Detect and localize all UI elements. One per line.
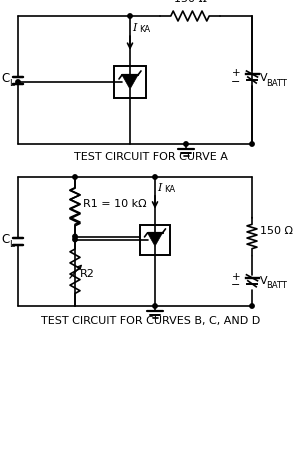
Circle shape [153, 175, 157, 179]
Text: C: C [2, 233, 10, 246]
Circle shape [128, 14, 132, 18]
Circle shape [153, 304, 157, 308]
Circle shape [73, 175, 77, 179]
Text: TEST CIRCUIT FOR CURVES B, C, AND D: TEST CIRCUIT FOR CURVES B, C, AND D [41, 316, 261, 326]
Polygon shape [122, 75, 138, 89]
Text: KA: KA [139, 25, 150, 35]
Text: 150 Ω: 150 Ω [260, 227, 293, 237]
Circle shape [184, 142, 188, 146]
Text: I: I [157, 183, 161, 193]
Text: 150 Ω: 150 Ω [174, 0, 207, 4]
Text: R1 = 10 kΩ: R1 = 10 kΩ [83, 199, 147, 209]
Circle shape [250, 304, 254, 308]
Text: TEST CIRCUIT FOR CURVE A: TEST CIRCUIT FOR CURVE A [74, 152, 228, 162]
Text: +: + [232, 68, 240, 78]
Circle shape [73, 237, 77, 242]
Circle shape [250, 142, 254, 146]
Text: V: V [260, 73, 268, 83]
Text: L: L [9, 240, 14, 249]
Circle shape [73, 234, 77, 239]
Text: KA: KA [164, 185, 175, 194]
Text: V: V [260, 276, 268, 286]
Text: R2: R2 [80, 269, 95, 279]
Circle shape [16, 80, 20, 84]
Text: C: C [2, 71, 10, 84]
Bar [140, 224, 170, 255]
Text: L: L [9, 79, 14, 88]
Polygon shape [147, 233, 162, 246]
Text: BATT: BATT [266, 79, 287, 88]
Text: I: I [132, 23, 137, 33]
Text: −: − [231, 77, 241, 87]
Text: +: + [232, 272, 240, 282]
Text: BATT: BATT [266, 281, 287, 290]
Text: −: − [231, 280, 241, 290]
Bar [114, 66, 146, 98]
